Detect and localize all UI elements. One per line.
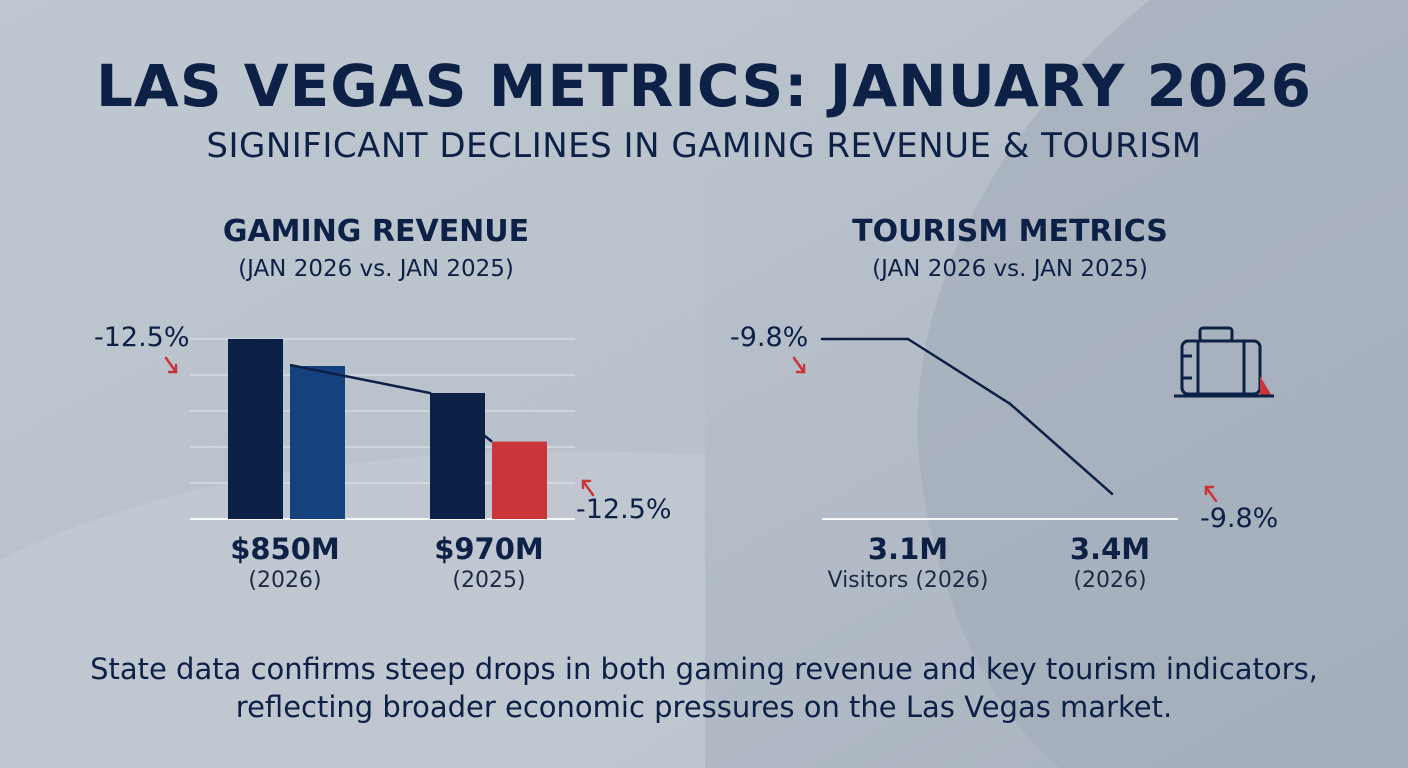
tourism-x-label-1: 3.1M	[867, 532, 949, 566]
gaming-bar	[492, 441, 547, 519]
footer-line-1: State data confirms steep drops in both …	[90, 652, 1318, 686]
tourism-data-point	[820, 337, 824, 341]
tourism-change-label-bottom: -9.8%	[1200, 503, 1279, 534]
tourism-data-point	[906, 337, 910, 341]
tourism-series-line	[822, 337, 1113, 495]
page-subtitle: SIGNIFICANT DECLINES IN GAMING REVENUE &…	[206, 126, 1202, 166]
down-arrow-icon	[164, 356, 178, 374]
gaming-chart-subtitle: (JAN 2026 vs. JAN 2025)	[238, 256, 514, 282]
gaming-category-sublabel-1: (2026)	[248, 568, 322, 593]
footer-line-2: reflecting broader economic pressures on…	[235, 690, 1173, 724]
tourism-change-label-top: -9.8%	[730, 322, 809, 353]
gaming-change-label-top: -12.5%	[94, 322, 190, 353]
page-title: LAS VEGAS METRICS: JANUARY 2026	[95, 52, 1313, 120]
tourism-x-label-2: 3.4M	[1069, 532, 1151, 566]
tourism-x-sublabel-2: (2026)	[1073, 568, 1147, 593]
gaming-bar	[228, 339, 283, 519]
gaming-chart-title: GAMING REVENUE	[222, 214, 530, 249]
tourism-data-point	[1110, 492, 1114, 496]
down-arrow-icon	[792, 356, 806, 374]
tourism-chart-title: TOURISM METRICS	[852, 214, 1168, 249]
tourism-x-sublabel-1: Visitors (2026)	[827, 568, 989, 593]
tourism-chart-subtitle: (JAN 2026 vs. JAN 2025)	[872, 256, 1148, 282]
gaming-trend-line	[289, 363, 493, 443]
suitcase-icon	[1172, 326, 1276, 404]
gaming-category-label-1: $850M	[230, 532, 340, 566]
up-arrow-icon	[581, 479, 595, 497]
up-arrow-icon	[1204, 485, 1218, 503]
footer-summary: State data confirms steep drops in both …	[0, 650, 1408, 726]
gaming-category-label-2: $970M	[434, 532, 544, 566]
gaming-change-label-bottom: -12.5%	[576, 494, 672, 525]
tourism-data-point	[1008, 402, 1012, 406]
gaming-category-sublabel-2: (2025)	[452, 568, 526, 593]
gaming-bar	[290, 366, 345, 519]
